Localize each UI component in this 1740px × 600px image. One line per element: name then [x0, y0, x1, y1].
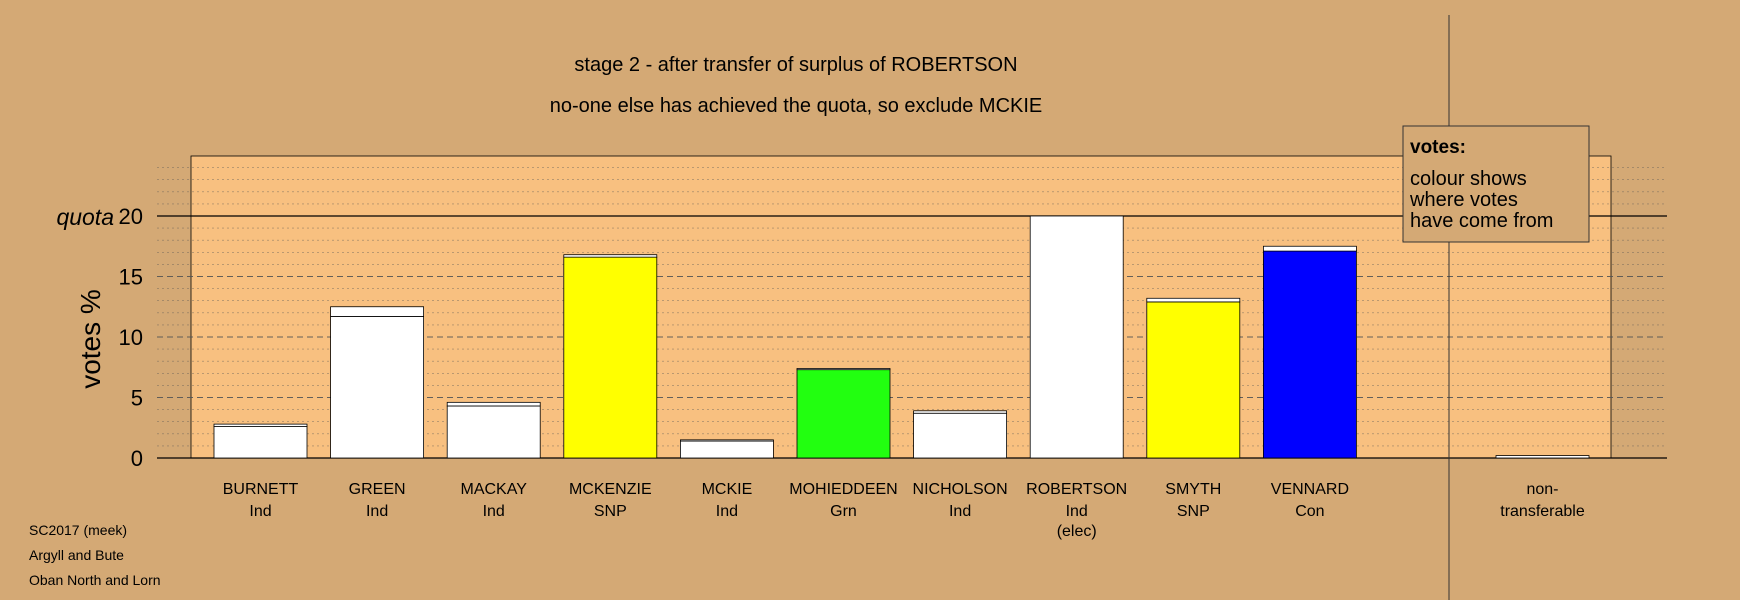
candidate-party: Grn: [830, 503, 857, 520]
nontransferable-label-2: transferable: [1500, 503, 1585, 520]
bar-nontransferable: [1495, 455, 1590, 459]
y-tick-label: 10: [119, 325, 143, 350]
legend-line-3: have come from: [1410, 210, 1553, 232]
legend-heading: votes:: [1410, 137, 1466, 158]
footer-council: Argyll and Bute: [29, 547, 124, 563]
bar-base: [1146, 301, 1241, 459]
candidate-party: Ind: [716, 503, 738, 520]
y-tick-label: 15: [119, 265, 143, 290]
candidate-party: Ind: [249, 503, 271, 520]
candidate-name: NICHOLSON: [913, 481, 1008, 498]
legend-line-2: where votes: [1409, 189, 1518, 211]
candidate-name: VENNARD: [1271, 481, 1349, 498]
candidate-party: Ind: [483, 503, 505, 520]
candidate-party: Ind: [949, 503, 971, 520]
candidate-party: SNP: [594, 503, 627, 520]
candidate-name: MCKIE: [702, 481, 753, 498]
bar-transfer: [1146, 297, 1241, 303]
bar-transfer: [1263, 245, 1357, 252]
bar-base: [913, 412, 1007, 459]
bar-transfer: [680, 439, 774, 442]
quota-label: quota: [56, 204, 114, 230]
x-axis-labels: BURNETT Ind GREEN Ind MACKAY Ind MCKENZIE SNP MC…: [223, 481, 1585, 540]
candidate-party: Con: [1295, 503, 1324, 520]
y-tick-label: 20: [119, 204, 143, 229]
bar-base: [680, 440, 774, 459]
legend: votes: colour shows where votes have com…: [1402, 125, 1590, 243]
candidate-note: (elec): [1057, 523, 1097, 540]
chart-subtitle: no-one else has achieved the quota, so e…: [550, 95, 1043, 117]
footer-election: SC2017 (meek): [29, 522, 128, 538]
y-tick-label: 5: [131, 386, 143, 411]
y-axis-title: votes %: [75, 289, 106, 389]
candidate-name: MOHIEDDEEN: [789, 481, 897, 498]
candidate-name: SMYTH: [1165, 481, 1221, 498]
bar-base: [1029, 215, 1124, 459]
y-axis: 0 5 10 15 20: [119, 204, 143, 471]
candidate-name: MACKAY: [461, 481, 528, 498]
plot-panel: [190, 155, 1612, 459]
bar-base: [446, 405, 541, 459]
bar-transfer: [330, 306, 425, 317]
nontransferable-label-1: non-: [1526, 481, 1558, 498]
candidate-name: BURNETT: [223, 481, 299, 498]
y-tick-label: 0: [131, 446, 143, 471]
bar-transfer: [213, 423, 308, 427]
bar-base: [563, 256, 658, 459]
candidate-party: Ind: [366, 503, 388, 520]
candidate-party: Ind: [1066, 503, 1088, 520]
bar-base: [330, 316, 425, 459]
bar-transfer: [446, 401, 541, 407]
bar-transfer: [796, 368, 891, 371]
bar-base: [213, 426, 308, 459]
legend-line-1: colour shows: [1410, 168, 1527, 190]
footer-ward: Oban North and Lorn: [29, 572, 161, 588]
candidate-name: GREEN: [349, 481, 406, 498]
bar-transfer: [913, 410, 1007, 414]
candidate-name: ROBERTSON: [1026, 481, 1127, 498]
candidate-name: MCKENZIE: [569, 481, 652, 498]
bar-base: [796, 369, 891, 459]
chart-title: stage 2 - after transfer of surplus of R…: [574, 54, 1017, 76]
bars-layer: [213, 215, 1590, 459]
bar-base: [1263, 250, 1357, 459]
candidate-party: SNP: [1177, 503, 1210, 520]
bar-transfer: [563, 254, 658, 258]
legend-box: [1402, 125, 1590, 243]
